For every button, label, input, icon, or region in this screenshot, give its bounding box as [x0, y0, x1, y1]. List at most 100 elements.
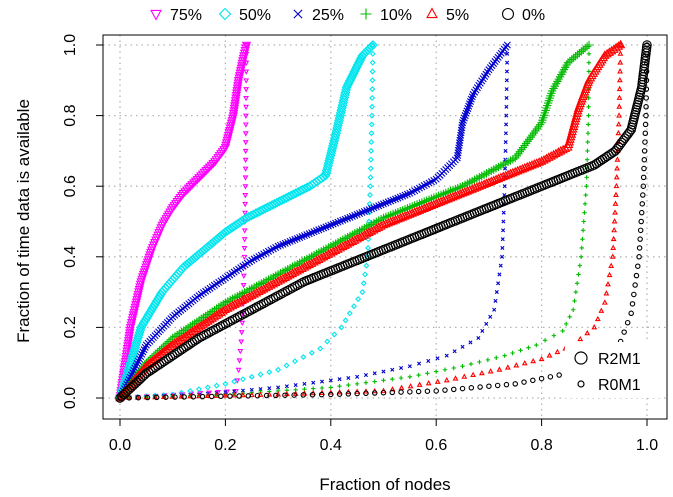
data-point-r0m1 [222, 392, 229, 398]
data-point-r2m1 [329, 220, 337, 228]
data-point-r0m1 [300, 392, 307, 398]
data-point-r0m1 [610, 235, 617, 242]
data-point-r2m1 [365, 206, 373, 214]
data-point-r0m1 [617, 50, 624, 56]
data-point-r0m1 [484, 321, 489, 326]
data-point-r0m1 [644, 42, 650, 48]
data-point-r2m1 [261, 297, 271, 307]
data-point-r2m1 [297, 184, 308, 195]
data-point-r0m1 [477, 359, 482, 365]
data-point-r0m1 [504, 95, 509, 100]
legend-bottom-box [565, 342, 663, 398]
data-point-r0m1 [586, 51, 592, 57]
data-point-r2m1 [237, 310, 247, 320]
data-point-r0m1 [586, 69, 592, 74]
data-point-r2m1 [178, 189, 188, 199]
data-point-r0m1 [243, 104, 249, 111]
data-point-r0m1 [629, 301, 636, 307]
data-point-r2m1 [206, 326, 216, 337]
data-point-r2m1 [566, 129, 577, 138]
data-point-r0m1 [584, 329, 591, 336]
data-point-r0m1 [355, 374, 360, 379]
data-point-r2m1 [278, 194, 289, 205]
data-point-r2m1 [290, 188, 301, 199]
data-point-r0m1 [631, 291, 637, 298]
data-point-r2m1 [570, 113, 581, 123]
data-point-r0m1 [468, 385, 475, 391]
data-point-r0m1 [560, 328, 565, 334]
data-point-r0m1 [644, 51, 650, 57]
data-point-r0m1 [503, 140, 508, 145]
data-point-r0m1 [363, 373, 368, 378]
data-point-r0m1 [606, 271, 613, 278]
data-point-r0m1 [567, 314, 572, 320]
y-tick-label: 1.0 [62, 34, 79, 56]
data-point-r2m1 [248, 209, 259, 220]
data-point-r2m1 [189, 179, 199, 189]
data-point-r0m1 [485, 357, 491, 363]
data-point-r0m1 [639, 201, 646, 207]
data-point-r0m1 [291, 358, 298, 365]
data-point-r2m1 [271, 197, 282, 208]
data-point-r2m1 [180, 188, 190, 197]
data-point-r2m1 [290, 281, 300, 292]
data-point-r0m1 [530, 357, 537, 364]
data-point-r2m1 [320, 224, 328, 232]
data-point-r2m1 [201, 329, 211, 339]
data-point-r2m1 [567, 126, 577, 136]
data-point-r0m1 [614, 156, 621, 162]
data-point-r2m1 [313, 175, 324, 186]
data-point-r0m1 [223, 390, 228, 395]
data-point-r0m1 [213, 392, 220, 398]
data-point-r2m1 [213, 322, 223, 333]
series-0pct [115, 40, 652, 403]
data-point-r2m1 [568, 123, 578, 133]
data-point-r0m1 [354, 381, 360, 387]
data-point-r2m1 [230, 313, 240, 324]
data-point-r0m1 [512, 381, 518, 387]
data-point-r0m1 [241, 254, 248, 261]
data-point-r0m1 [636, 254, 642, 260]
data-point-r0m1 [642, 130, 649, 137]
data-point-r0m1 [426, 358, 431, 363]
data-point-r2m1 [218, 305, 228, 315]
data-point-r2m1 [572, 108, 582, 117]
data-point-r2m1 [360, 208, 368, 216]
data-point-r2m1 [367, 205, 376, 213]
data-point-r0m1 [239, 320, 246, 327]
legend-label: 25% [312, 7, 344, 24]
data-point-r2m1 [304, 181, 315, 192]
data-point-r2m1 [287, 283, 298, 293]
data-point-r0m1 [222, 380, 229, 387]
data-point-r0m1 [239, 376, 246, 383]
data-point-r2m1 [375, 202, 383, 210]
data-point-r2m1 [303, 231, 311, 239]
data-point-r2m1 [358, 208, 366, 217]
data-point-r0m1 [425, 371, 430, 376]
data-point-r2m1 [615, 39, 626, 49]
data-point-r2m1 [460, 114, 468, 122]
data-point-r2m1 [269, 198, 280, 209]
data-point-r0m1 [585, 131, 591, 136]
data-point-r2m1 [353, 210, 361, 218]
data-point-r0m1 [126, 395, 132, 401]
data-point-r0m1 [243, 60, 250, 66]
data-point-r0m1 [452, 375, 459, 381]
data-point-r2m1 [260, 203, 271, 214]
data-point-r0m1 [505, 51, 510, 56]
data-point-r0m1 [235, 367, 242, 374]
data-point-r0m1 [613, 182, 620, 189]
data-point-r0m1 [345, 391, 352, 397]
data-point-r0m1 [318, 391, 325, 398]
data-point-r0m1 [362, 271, 369, 278]
legend-bottom: R2M1 R0M1 [565, 342, 663, 398]
data-point-r0m1 [407, 383, 414, 389]
data-point-r0m1 [309, 392, 316, 398]
data-point-r0m1 [351, 303, 357, 310]
data-point-r2m1 [379, 200, 388, 208]
data-point-r0m1 [369, 59, 376, 66]
data-point-r2m1 [280, 287, 291, 297]
data-point-r2m1 [276, 241, 285, 249]
data-point-r0m1 [435, 356, 440, 361]
data-point-r0m1 [242, 210, 248, 217]
